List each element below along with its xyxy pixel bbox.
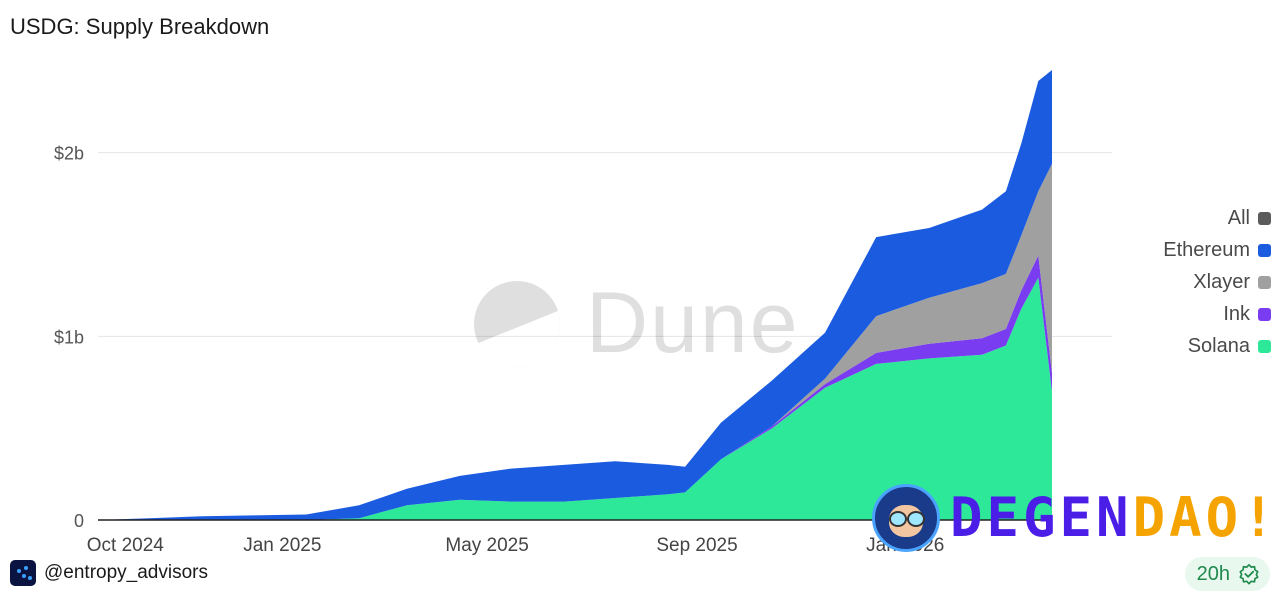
legend-label: Solana [1187, 334, 1250, 357]
verified-check-icon [1239, 564, 1259, 585]
author-avatar-icon [10, 560, 36, 586]
y-tick-label: $2b [54, 144, 84, 164]
legend-swatch [1258, 211, 1271, 225]
legend-swatch [1258, 275, 1271, 289]
refresh-badge[interactable]: 20h [1184, 557, 1270, 591]
legend-item-xlayer[interactable]: Xlayer [1193, 270, 1271, 294]
legend-label: Ink [1223, 302, 1250, 325]
area-layer [98, 70, 1052, 520]
area-series-xlayer [98, 163, 1052, 520]
legend-item-solana[interactable]: Solana [1188, 334, 1271, 358]
x-tick-label: Jan 2025 [243, 535, 321, 556]
area-series-solana [98, 277, 1052, 520]
legend-item-ethereum[interactable]: Ethereum [1163, 238, 1271, 262]
y-tick-label: 0 [74, 511, 84, 531]
legend-item-ink[interactable]: Ink [1223, 302, 1271, 326]
legend-swatch [1258, 243, 1271, 257]
legend-swatch [1258, 339, 1271, 353]
area-series-ethereum [98, 70, 1052, 520]
x-tick-label: Sep 2025 [656, 535, 737, 556]
author-handle[interactable]: @entropy_advisors [44, 562, 208, 583]
x-tick-label: May 2025 [445, 535, 528, 556]
degendao-logo-text: DEGENDAO! [950, 491, 1279, 545]
degendao-text-part2: DAO! [1132, 486, 1279, 549]
legend-label: Xlayer [1193, 270, 1250, 293]
legend-label: Ethereum [1163, 238, 1250, 261]
degendao-text-part1: DEGEN [950, 486, 1133, 549]
degen-mascot-icon [872, 484, 940, 552]
degendao-overlay: DEGENDAO! [872, 484, 1279, 552]
legend-label: All [1227, 206, 1250, 229]
chart-title: USDG: Supply Breakdown [10, 14, 270, 39]
x-tick-label: Oct 2024 [87, 535, 165, 556]
legend-swatch [1258, 307, 1271, 321]
chart-legend: All Ethereum Xlayer Ink Solana [1163, 206, 1271, 358]
author-credit[interactable]: @entropy_advisors [10, 560, 208, 586]
legend-item-all[interactable]: All [1228, 206, 1271, 230]
refresh-time: 20h [1196, 562, 1230, 585]
y-tick-label: $1b [54, 327, 84, 347]
